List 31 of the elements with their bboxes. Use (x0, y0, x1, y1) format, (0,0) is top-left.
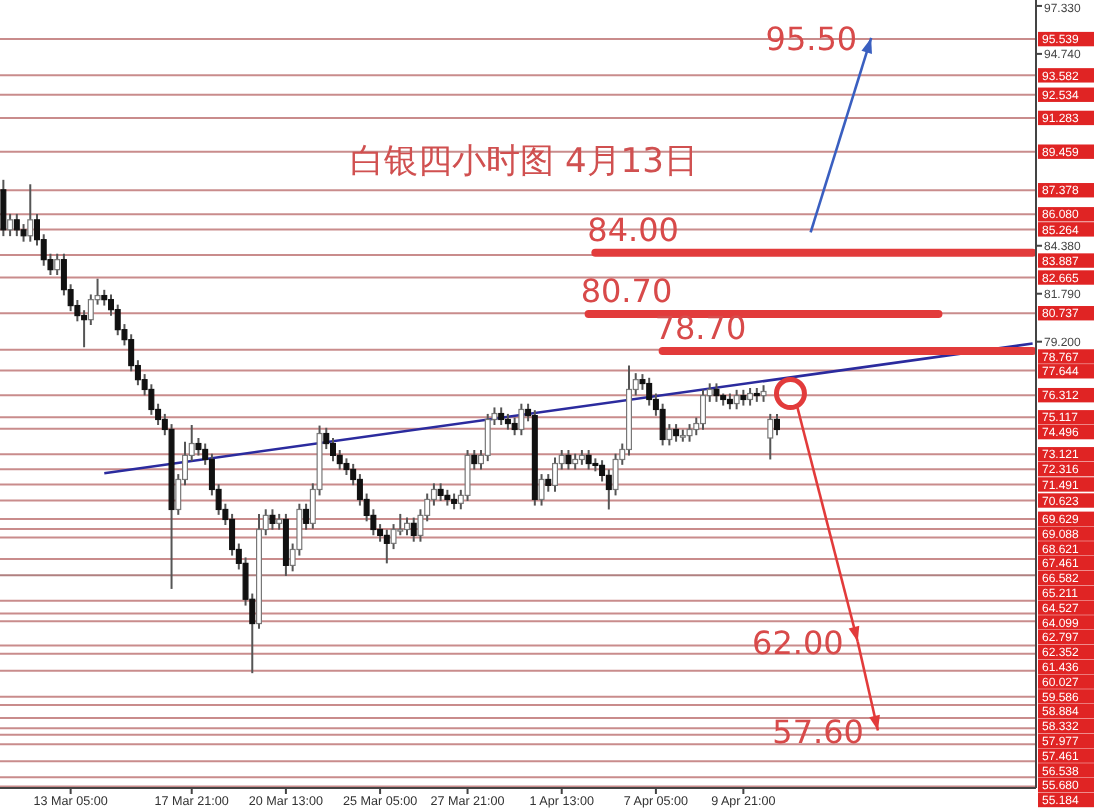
candlestick (27, 183, 34, 243)
candlestick (383, 528, 390, 565)
candlestick (410, 516, 417, 543)
candlestick (733, 388, 740, 411)
candlestick (7, 212, 14, 238)
candlestick (518, 402, 525, 437)
candlestick (666, 423, 673, 447)
candlestick (700, 388, 706, 431)
candlestick (303, 502, 310, 531)
candlestick (552, 456, 558, 493)
candlestick (0, 178, 7, 238)
candlestick (269, 508, 276, 531)
candlestick (565, 449, 572, 471)
candlestick (713, 382, 720, 403)
candlestick (282, 512, 289, 577)
candlestick (54, 252, 61, 277)
series-label: 78.70 (654, 308, 747, 347)
candlestick (774, 412, 780, 437)
candlestick (605, 468, 612, 511)
candlestick (659, 402, 666, 447)
candlestick (464, 449, 471, 502)
candlestick (397, 512, 404, 537)
text: 白银四小时图 4月13日 (350, 142, 698, 182)
candlestick (471, 449, 478, 471)
candlestick (585, 449, 592, 471)
series-label: 80.70 (580, 271, 673, 310)
candlestick (330, 436, 336, 463)
candlestick (484, 412, 491, 463)
candlestick (767, 412, 774, 461)
candlestick (538, 473, 545, 507)
candlestick (13, 212, 20, 238)
